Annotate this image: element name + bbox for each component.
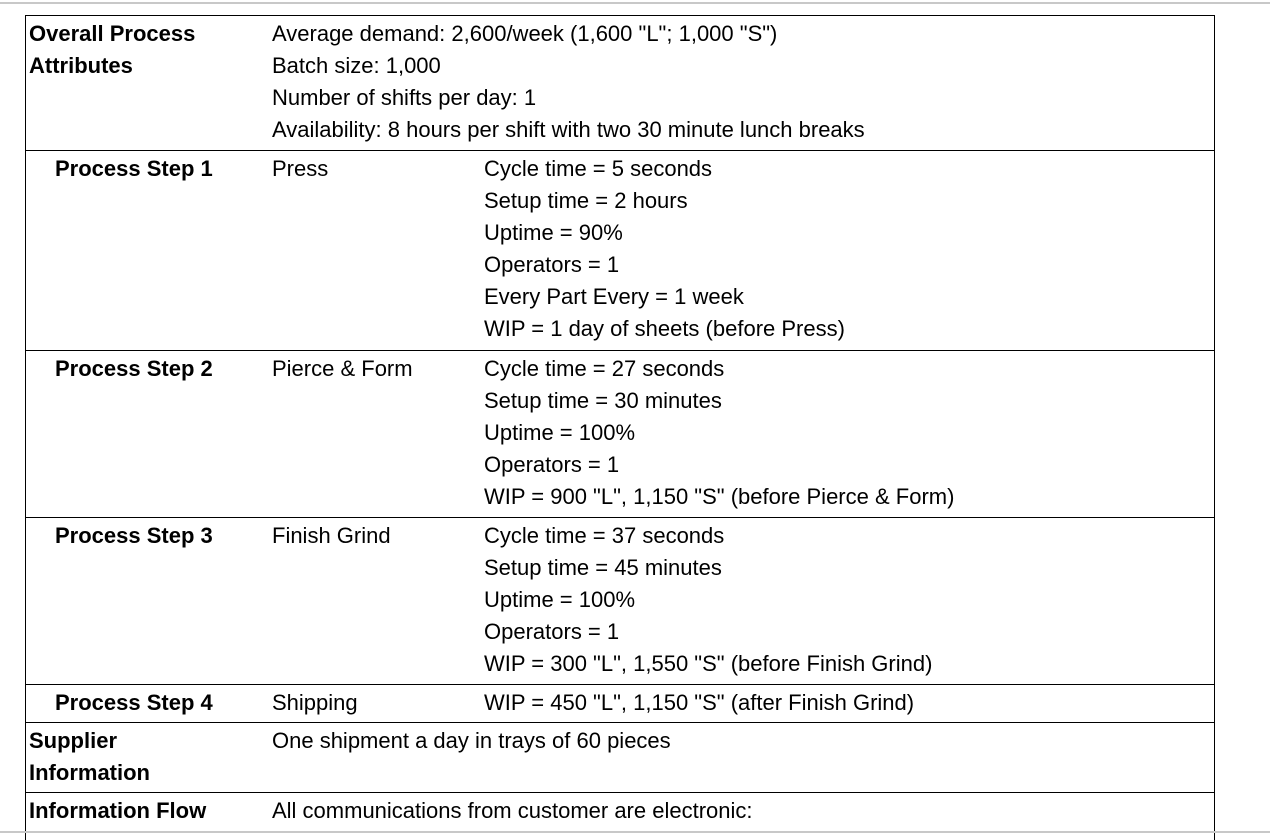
row-content: Availability: 8 hours per shift with two… xyxy=(272,117,865,142)
step-detail: Operators = 1 xyxy=(484,252,620,277)
row-content: One shipment a day in trays of 60 pieces xyxy=(272,728,671,753)
row-divider xyxy=(25,722,1215,723)
step-name: Finish Grind xyxy=(272,523,391,548)
row-divider xyxy=(25,150,1215,151)
table-border-right xyxy=(1214,15,1215,840)
step-detail: Uptime = 100% xyxy=(484,420,636,445)
row-content: Number of shifts per day: 1 xyxy=(272,85,537,110)
step-detail: Setup time = 2 hours xyxy=(484,188,688,213)
row-content: All communications from customer are ele… xyxy=(272,798,753,823)
step-detail: WIP = 1 day of sheets (before Press) xyxy=(484,316,845,341)
step-detail: WIP = 300 "L", 1,550 "S" (before Finish … xyxy=(484,651,933,676)
table-border-left xyxy=(25,15,26,840)
bottom-rule xyxy=(0,831,1270,833)
row-divider xyxy=(25,684,1215,685)
step-detail: Setup time = 30 minutes xyxy=(484,388,722,413)
step-name: Press xyxy=(272,156,329,181)
step-name: Shipping xyxy=(272,690,358,715)
step-detail: Operators = 1 xyxy=(484,452,620,477)
row-divider xyxy=(25,517,1215,518)
row-label: Overall Process xyxy=(29,21,196,46)
step-detail: Uptime = 100% xyxy=(484,587,636,612)
step-detail: Operators = 1 xyxy=(484,619,620,644)
row-label: Process Step 2 xyxy=(55,356,213,381)
step-detail: Cycle time = 37 seconds xyxy=(484,523,725,548)
row-content: Batch size: 1,000 xyxy=(272,53,441,78)
step-detail: Cycle time = 27 seconds xyxy=(484,356,725,381)
step-detail: Cycle time = 5 seconds xyxy=(484,156,713,181)
row-label: Information xyxy=(29,760,150,785)
step-detail: Every Part Every = 1 week xyxy=(484,284,744,309)
row-content: Average demand: 2,600/week (1,600 "L"; 1… xyxy=(272,21,778,46)
step-detail: WIP = 450 "L", 1,150 "S" (after Finish G… xyxy=(484,690,915,715)
row-divider xyxy=(25,15,1215,16)
row-label: Information Flow xyxy=(29,798,207,823)
top-rule xyxy=(0,2,1270,4)
row-divider xyxy=(25,350,1215,351)
row-label: Process Step 3 xyxy=(55,523,213,548)
row-label: Attributes xyxy=(29,53,133,78)
row-label: Process Step 1 xyxy=(55,156,213,181)
step-name: Pierce & Form xyxy=(272,356,413,381)
row-label: Supplier xyxy=(29,728,118,753)
step-detail: WIP = 900 "L", 1,150 "S" (before Pierce … xyxy=(484,484,955,509)
row-label: Process Step 4 xyxy=(55,690,213,715)
row-divider xyxy=(25,792,1215,793)
step-detail: Setup time = 45 minutes xyxy=(484,555,722,580)
step-detail: Uptime = 90% xyxy=(484,220,623,245)
